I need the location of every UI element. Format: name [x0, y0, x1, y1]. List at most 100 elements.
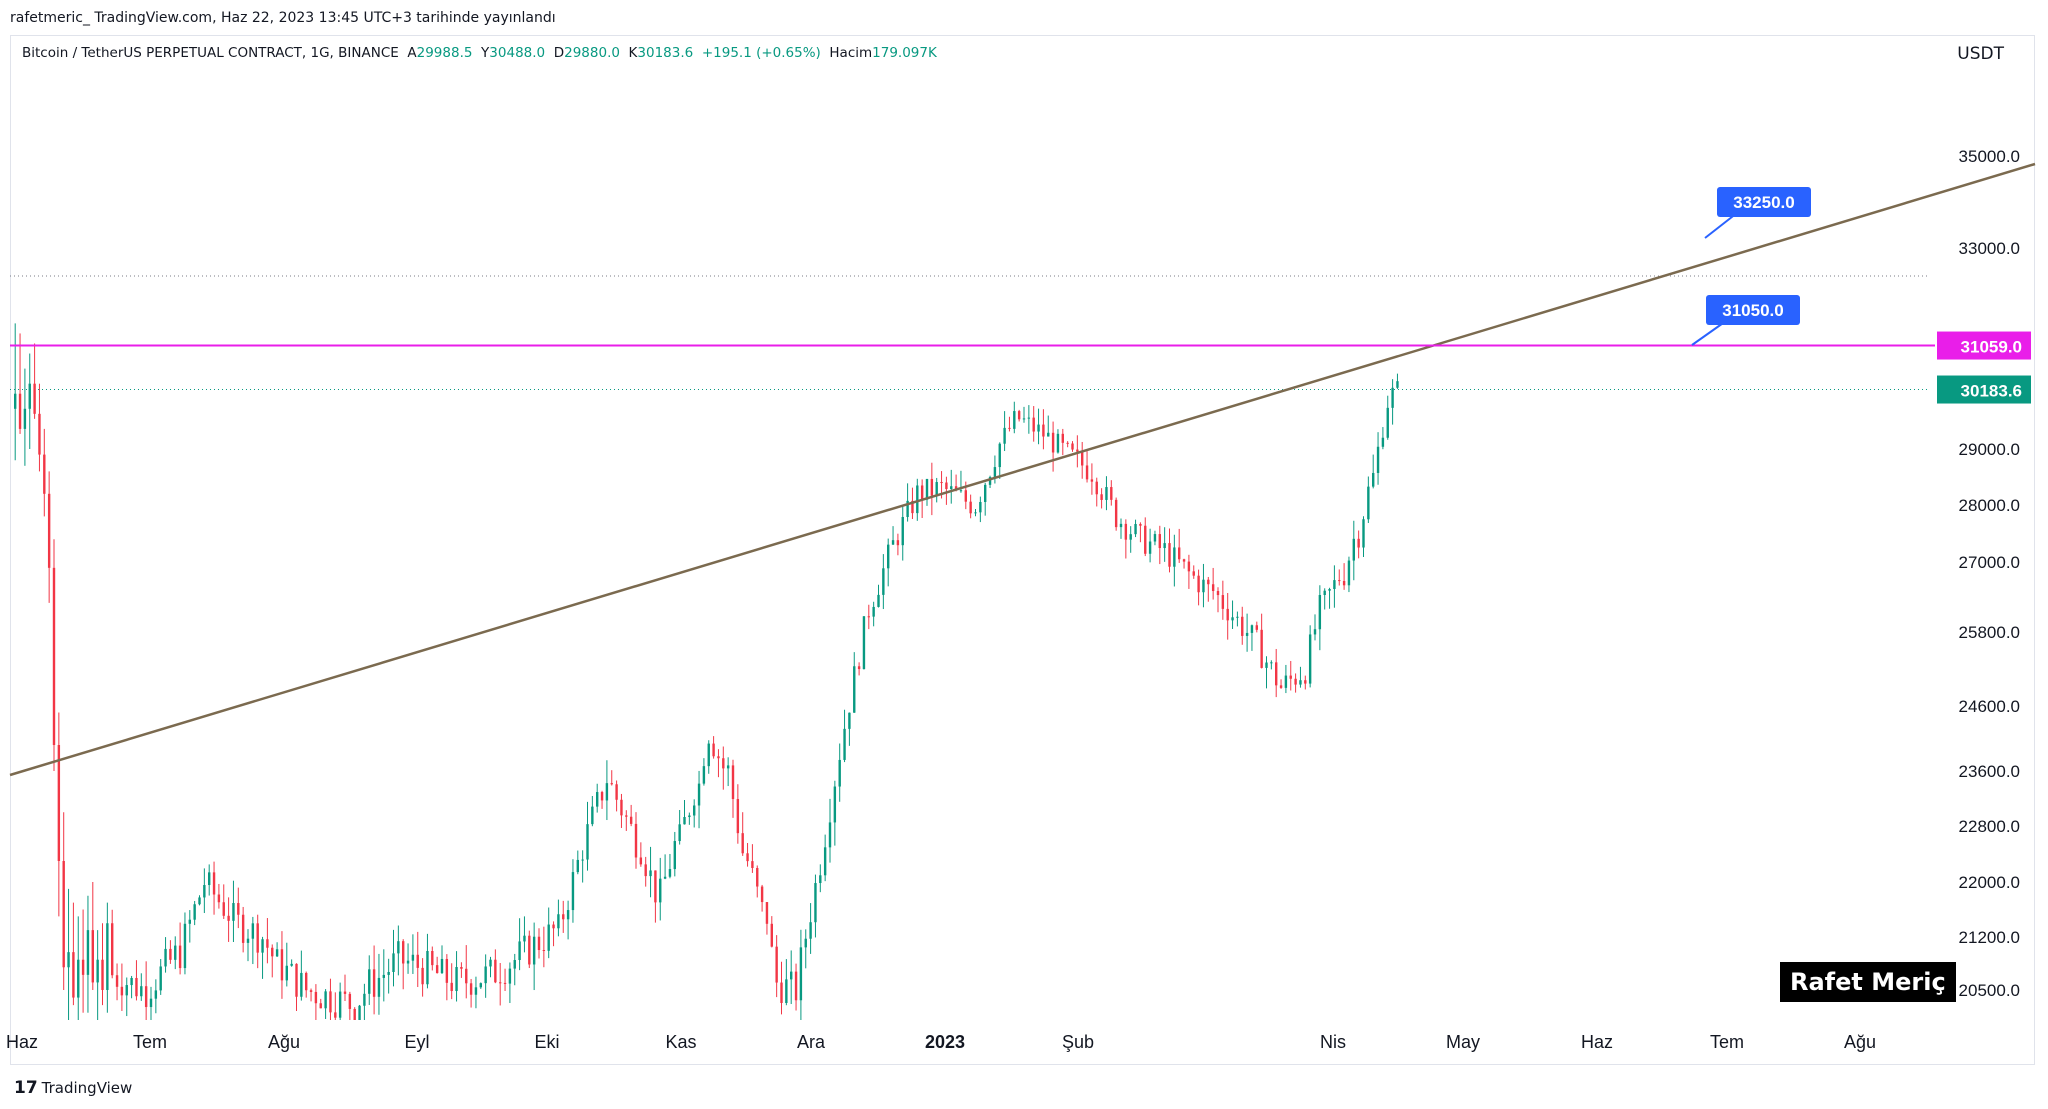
candle-body [1032, 417, 1035, 432]
candle-body [513, 960, 516, 969]
candle-body [697, 783, 701, 806]
candle-body [251, 923, 255, 939]
candle-body [707, 743, 710, 767]
candle-body [164, 948, 167, 967]
candle-body [625, 815, 628, 817]
candle-body [1211, 584, 1215, 592]
candle-body [1129, 534, 1132, 540]
candle-body [1362, 519, 1365, 548]
candle-body [227, 915, 230, 921]
candle-body [596, 792, 599, 807]
candle-body [1381, 437, 1385, 447]
level-price-tag-label: 31059.0 [1961, 338, 2022, 357]
callout-33250-box [1717, 187, 1811, 217]
candle-body [867, 616, 870, 618]
candle-body [67, 952, 70, 968]
candle-body [906, 500, 909, 518]
candle-body [532, 936, 536, 965]
candle-body [887, 544, 890, 569]
candle-body [368, 969, 371, 994]
candle-body [324, 991, 327, 1009]
candle-body [208, 872, 211, 886]
candle-body [305, 972, 308, 991]
candle-body [586, 824, 589, 860]
candle-body [872, 606, 875, 617]
candle-body [159, 966, 162, 991]
candle-body [930, 478, 934, 496]
candle-body [329, 991, 332, 1013]
candle-body [1148, 541, 1152, 554]
candle-body [86, 930, 90, 975]
candle-body [1338, 580, 1341, 582]
candle-body [421, 967, 424, 985]
candle-body [717, 756, 720, 759]
candle-body [334, 1012, 337, 1018]
candle-body [52, 567, 56, 745]
x-tick-label: 2023 [925, 1032, 965, 1052]
candle-body [620, 799, 623, 816]
candle-body [241, 914, 245, 943]
candle-body [547, 924, 550, 951]
candle-body [47, 493, 51, 568]
currency-label[interactable]: USDT [1957, 44, 2004, 64]
candle-body [940, 482, 943, 484]
y-tick-label: 25800.0 [1959, 623, 2020, 642]
candle-body [416, 954, 419, 968]
candle-body [1386, 407, 1389, 438]
candle-body [91, 930, 94, 983]
candle-body [925, 478, 929, 500]
x-tick-label: Kas [665, 1032, 696, 1052]
x-tick-label: Tem [133, 1032, 167, 1052]
candle-body [1022, 418, 1026, 420]
candle-body [1153, 534, 1157, 542]
candle-body [479, 983, 482, 988]
candle-body [765, 902, 769, 924]
candle-body [857, 666, 861, 670]
candle-body [111, 923, 114, 976]
candle-body [33, 383, 36, 414]
candle-body [1105, 487, 1108, 500]
candle-body [877, 594, 880, 607]
candle-body [615, 784, 618, 800]
candle-body [891, 540, 895, 545]
callout-33250-label: 33250.0 [1733, 193, 1794, 212]
y-tick-label: 20500.0 [1959, 981, 2020, 1000]
candle-body [1294, 678, 1297, 685]
candle-body [319, 1003, 322, 1009]
candle-body [1076, 449, 1079, 452]
candle-body [790, 971, 793, 980]
candle-body [353, 1008, 356, 1020]
candle-body [659, 878, 662, 903]
candle-body [1279, 685, 1283, 688]
candle-body [1071, 443, 1074, 450]
candle-body [106, 923, 109, 990]
candle-body [28, 383, 31, 409]
candle-body [833, 786, 837, 823]
candle-body [1119, 523, 1123, 528]
candle-body [1207, 579, 1210, 585]
candle-body [203, 885, 206, 898]
candle-body [1168, 543, 1171, 567]
candle-body [188, 919, 191, 924]
candle-body [760, 886, 764, 903]
candle-body [62, 861, 65, 968]
candle-body [756, 867, 759, 887]
candle-body [644, 864, 647, 877]
candle-body [722, 758, 725, 769]
chart-frame[interactable] [10, 35, 2035, 1065]
candle-body [57, 745, 61, 861]
candle-body [1231, 617, 1234, 621]
tradingview-logo-icon: 17 [14, 1078, 38, 1098]
candle-body [387, 971, 390, 975]
candle-body [1081, 451, 1084, 466]
candle-body [1085, 465, 1089, 480]
candle-body [140, 986, 143, 997]
candle-body [169, 948, 172, 960]
candle-body [1216, 591, 1220, 596]
candle-body [1124, 523, 1128, 540]
candle-body [523, 935, 526, 942]
candle-body [372, 969, 376, 997]
symbol-title[interactable]: Bitcoin / TetherUS PERPETUAL CONTRACT, 1… [22, 45, 399, 61]
tradingview-logo[interactable]: 17 TradingView [14, 1078, 132, 1098]
